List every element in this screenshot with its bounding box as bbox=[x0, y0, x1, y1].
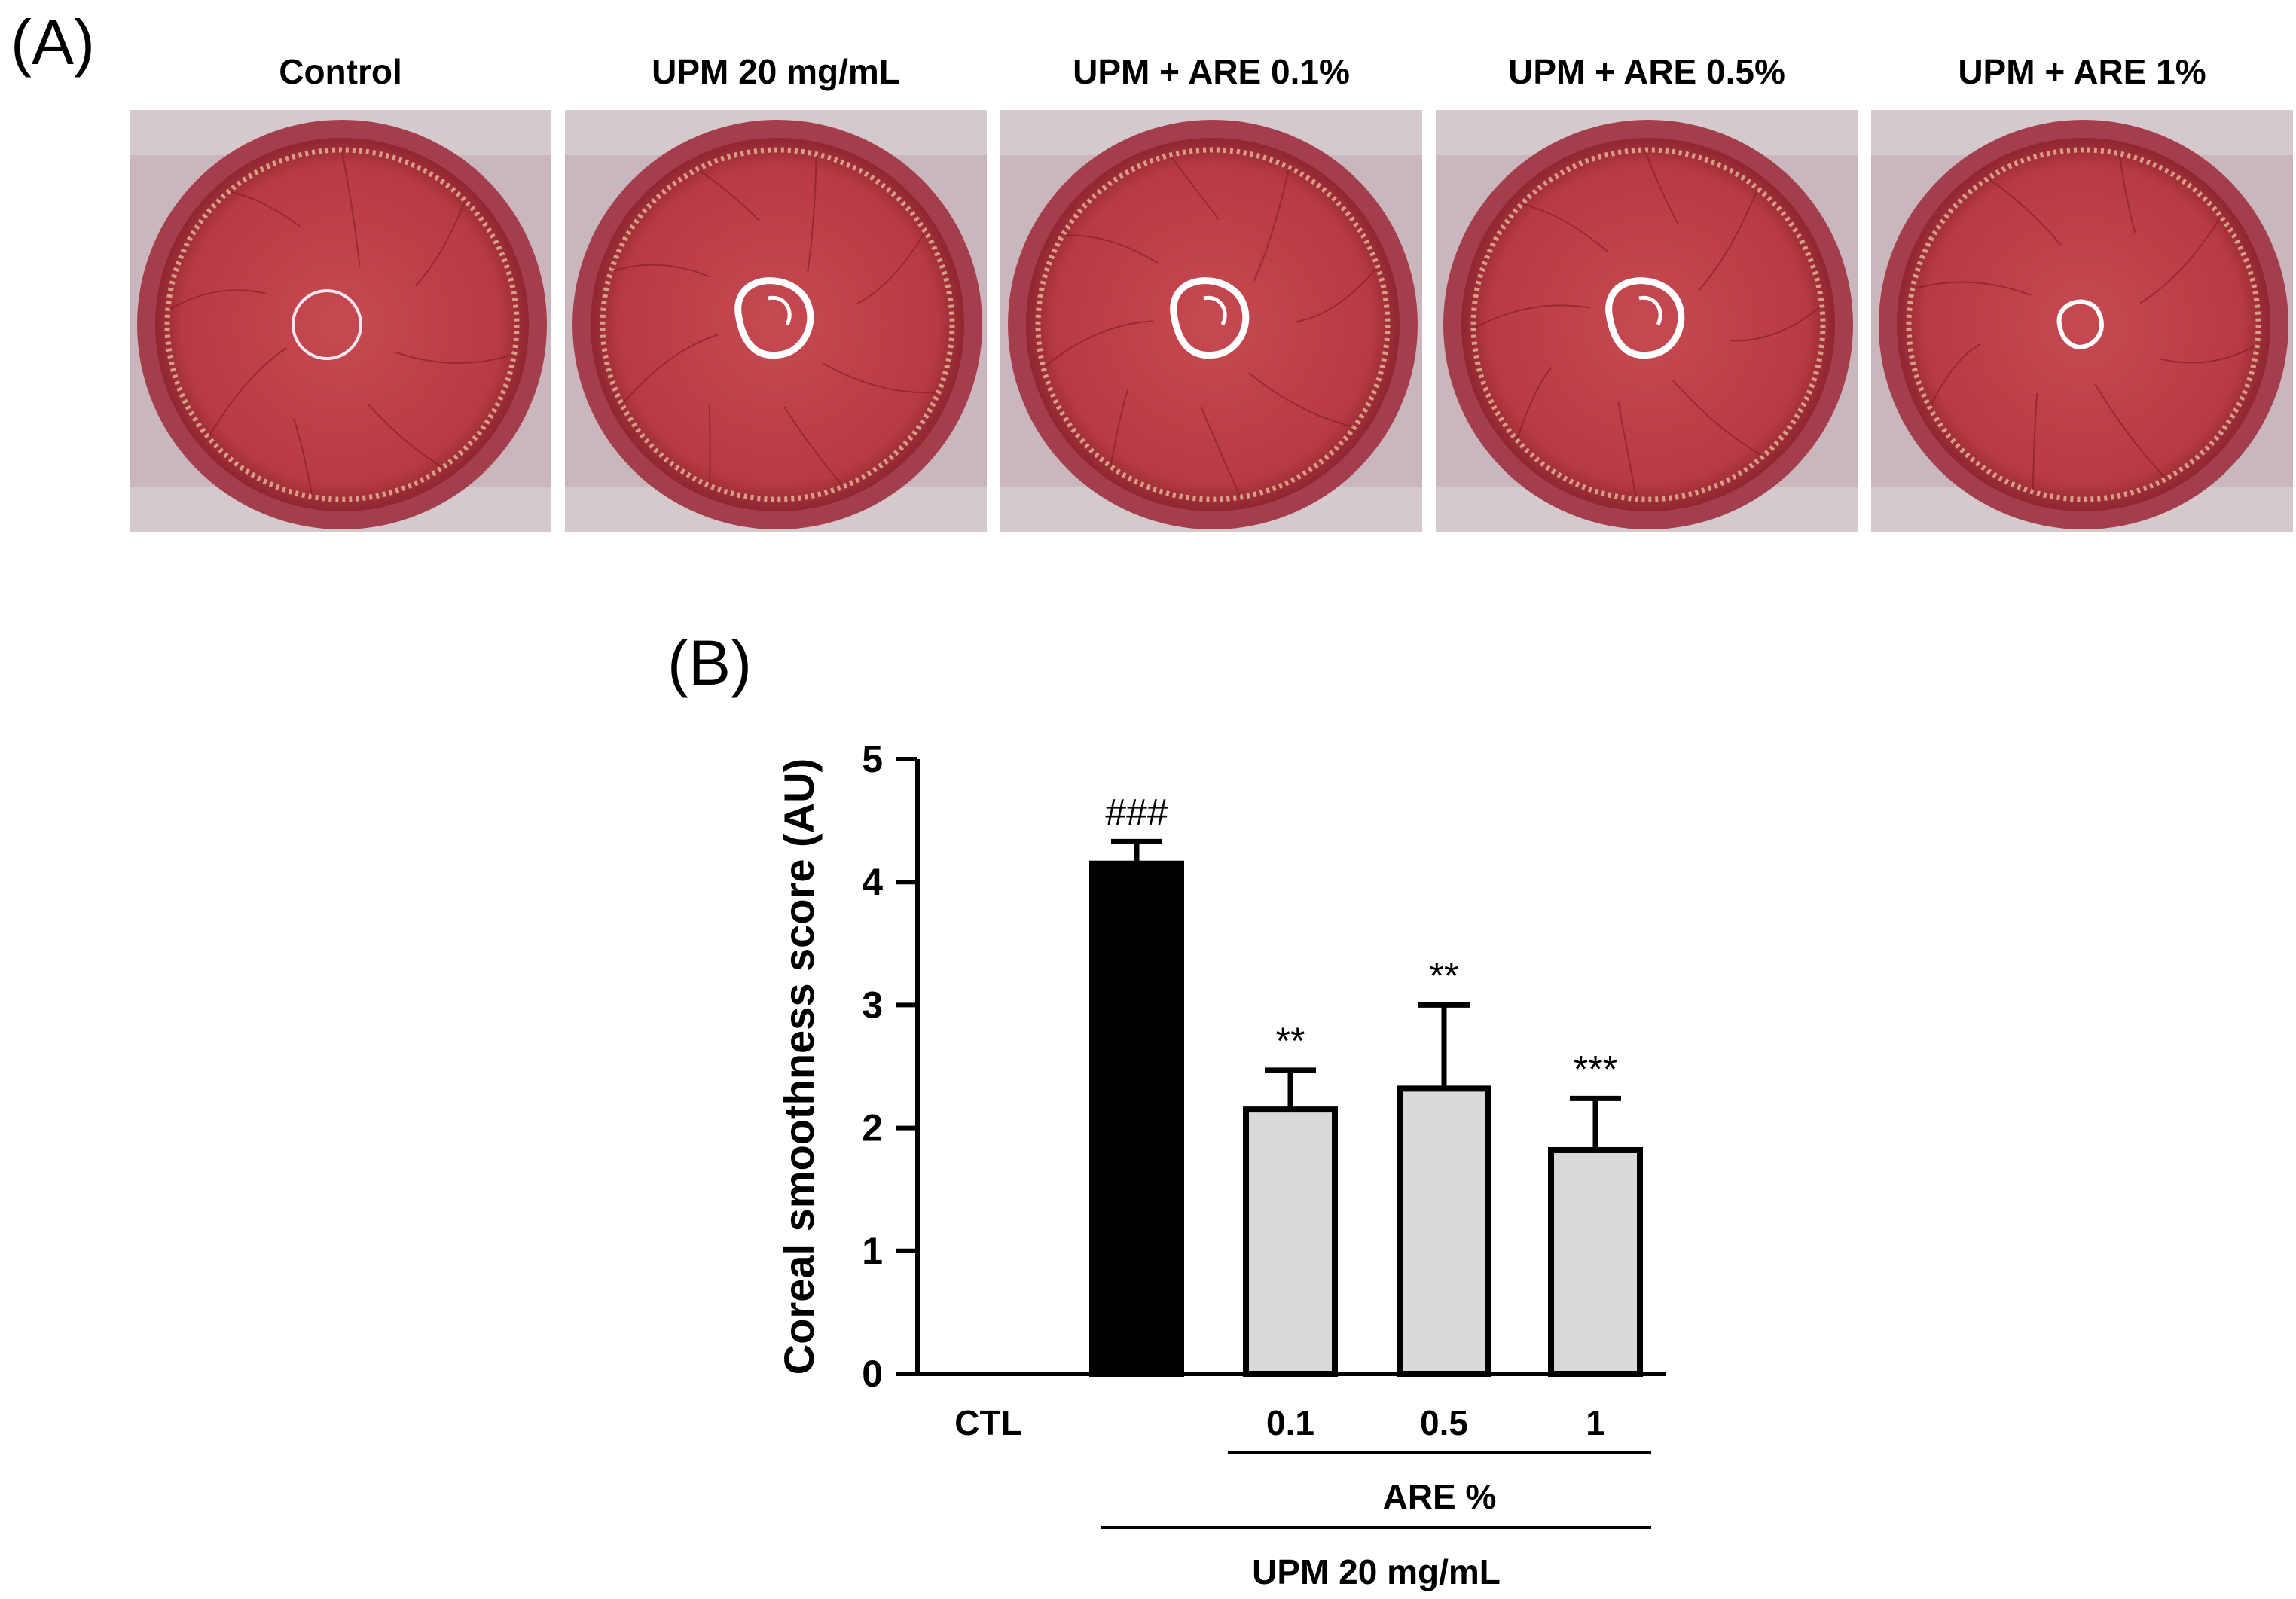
cornea bbox=[1897, 138, 2270, 511]
x-category-label: 1 bbox=[1586, 1403, 1605, 1442]
blood-vessel bbox=[1253, 169, 1290, 282]
blood-vessel bbox=[612, 264, 710, 278]
irregular-reflection bbox=[734, 277, 814, 359]
cornea-image bbox=[130, 110, 551, 532]
blood-vessel bbox=[1200, 406, 1241, 496]
blood-vessel bbox=[1064, 234, 1159, 264]
panel-a-label: (A) bbox=[11, 7, 95, 78]
y-tick-label: 0 bbox=[862, 1353, 883, 1395]
cornea bbox=[155, 138, 529, 511]
blood-vessel bbox=[1044, 320, 1153, 368]
blood-vessel bbox=[2118, 154, 2136, 233]
blood-vessel bbox=[783, 407, 843, 486]
blood-vessel bbox=[1295, 267, 1378, 323]
y-tick-label: 4 bbox=[862, 861, 883, 903]
blood-vessel bbox=[1697, 189, 1758, 292]
cornea bbox=[1461, 138, 1835, 511]
photo-title-are-0-1: UPM + ARE 0.1% bbox=[1073, 52, 1350, 91]
blood-vessel bbox=[1644, 151, 1678, 224]
y-axis-label: Coreal smoothness score (AU) bbox=[775, 758, 823, 1375]
blood-vessel bbox=[2159, 345, 2256, 364]
photo-title-are-1: UPM + ARE 1% bbox=[1958, 52, 2206, 91]
limbus-ring bbox=[1906, 147, 2261, 502]
blood-vessel bbox=[1729, 306, 1821, 342]
blood-vessel bbox=[1913, 281, 2032, 296]
irregular-reflection bbox=[1170, 277, 1250, 359]
limbus-ring bbox=[1035, 147, 1391, 502]
blood-vessel bbox=[823, 362, 937, 394]
cornea-photo-are-1 bbox=[1871, 110, 2293, 532]
significance-annotation: *** bbox=[1574, 1048, 1617, 1090]
cornea-image bbox=[565, 110, 987, 532]
x-category-label: 0.5 bbox=[1420, 1403, 1468, 1442]
bar bbox=[1089, 860, 1184, 1377]
significance-annotation: ** bbox=[1430, 954, 1459, 996]
cornea-image bbox=[1000, 110, 1422, 532]
irregular-reflection-inner bbox=[1203, 295, 1227, 326]
irregular-reflection bbox=[1605, 277, 1685, 359]
cornea-photo-are-0-5 bbox=[1436, 110, 1858, 532]
photo-title-upm: UPM 20 mg/mL bbox=[652, 52, 900, 91]
blood-vessel bbox=[366, 403, 442, 468]
significance-annotation: ### bbox=[1105, 791, 1168, 833]
blood-vessel bbox=[414, 202, 466, 287]
cornea-photo-control bbox=[130, 110, 551, 532]
blood-vessel bbox=[208, 347, 287, 437]
blood-vessel bbox=[1110, 387, 1129, 465]
blood-vessel bbox=[622, 334, 719, 404]
y-tick-label: 1 bbox=[862, 1230, 883, 1272]
upm-group-label: UPM 20 mg/mL bbox=[1252, 1552, 1501, 1591]
blood-vessel bbox=[1672, 379, 1763, 456]
blood-vessel bbox=[1523, 203, 1609, 253]
bar bbox=[1397, 1085, 1491, 1377]
blood-vessel bbox=[1170, 156, 1220, 220]
cornea-photo-upm bbox=[565, 110, 987, 532]
blood-vessel bbox=[1617, 401, 1637, 498]
y-tick-label: 3 bbox=[862, 984, 883, 1026]
blood-vessel bbox=[807, 155, 817, 273]
blood-vessel bbox=[293, 418, 313, 496]
blood-vessel bbox=[1989, 179, 2062, 246]
blood-vessel bbox=[395, 351, 513, 365]
cornea-image bbox=[1436, 110, 1858, 532]
blood-vessel bbox=[341, 151, 361, 267]
panel-b-label: (B) bbox=[667, 627, 752, 698]
y-tick-label: 2 bbox=[862, 1107, 883, 1149]
significance-annotation: ** bbox=[1276, 1020, 1305, 1062]
cornea bbox=[591, 138, 964, 511]
blood-vessel bbox=[2139, 217, 2221, 304]
blood-vessel bbox=[698, 169, 760, 221]
cornea-photo-are-0-1 bbox=[1000, 110, 1422, 532]
photo-title-control: Control bbox=[279, 52, 402, 91]
cornea bbox=[1026, 138, 1400, 511]
limbus-ring bbox=[164, 147, 520, 502]
blood-vessel bbox=[2094, 383, 2166, 478]
bar bbox=[1548, 1146, 1643, 1377]
blood-vessel bbox=[1248, 372, 1354, 428]
light-ring-reflection bbox=[292, 289, 362, 360]
blood-vessel bbox=[2032, 392, 2038, 491]
blood-vessel bbox=[1474, 304, 1591, 328]
are-group-label: ARE % bbox=[1383, 1477, 1497, 1516]
blood-vessel bbox=[169, 289, 266, 310]
bar bbox=[1243, 1106, 1338, 1377]
y-tick-label: 5 bbox=[862, 738, 883, 780]
blood-vessel bbox=[1516, 366, 1553, 439]
blood-vessel bbox=[1930, 343, 1980, 407]
small-reflection bbox=[2056, 299, 2104, 350]
irregular-reflection-inner bbox=[768, 295, 792, 326]
irregular-reflection-inner bbox=[1638, 295, 1662, 326]
blood-vessel bbox=[856, 232, 925, 304]
photo-title-are-0-5: UPM + ARE 0.5% bbox=[1508, 52, 1785, 91]
x-category-label: 0.1 bbox=[1266, 1403, 1314, 1442]
limbus-ring bbox=[600, 147, 955, 502]
blood-vessel bbox=[230, 191, 302, 228]
limbus-ring bbox=[1470, 147, 1826, 502]
cornea-image bbox=[1871, 110, 2293, 532]
x-category-label: CTL bbox=[954, 1403, 1021, 1442]
